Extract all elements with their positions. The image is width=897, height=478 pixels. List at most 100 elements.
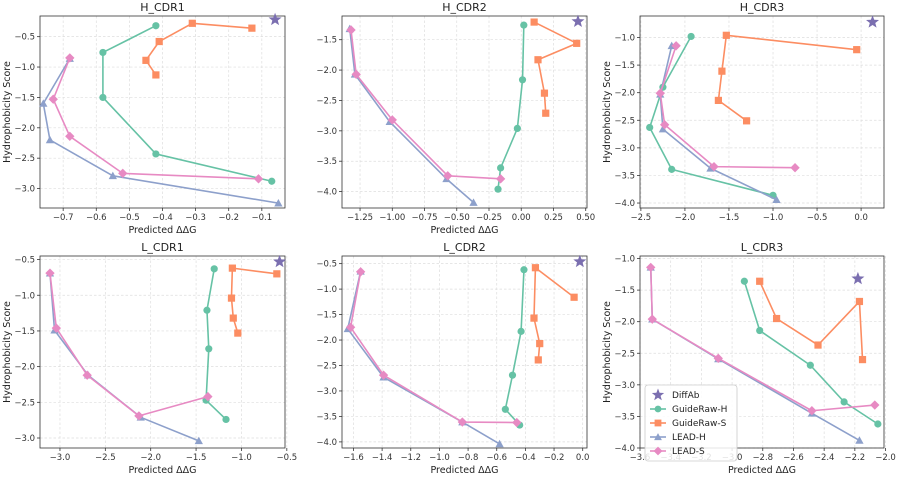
y-axis-label: Hydrophobicity Score: [2, 301, 13, 403]
data-point: [709, 161, 719, 172]
panel-h-cdr3: −2.5 −2.0 −1.5 −1.0 −0.5 0.0 −4.0 −3.5 −3.0 −2.5 −…: [602, 1, 885, 223]
series-line: [349, 271, 517, 424]
data-point: [194, 436, 203, 445]
x-tick-label: −0.8: [458, 453, 479, 463]
diffab-point: [273, 254, 287, 268]
data-point: [248, 24, 256, 32]
series-lead-h: [343, 267, 504, 448]
x-tick-label: −0.5: [276, 453, 297, 463]
data-point: [443, 171, 453, 181]
series-lead-h: [345, 24, 478, 206]
x-tick-label: −2.0: [675, 213, 696, 223]
data-point: [874, 420, 882, 428]
data-point: [346, 25, 356, 35]
y-tick-label: −4.0: [316, 438, 337, 448]
data-point: [655, 88, 665, 98]
data-point: [542, 109, 550, 117]
panel-h-cdr2: −1.25 −1.00 −0.75 −0.50 −0.25 0.00 0.25 0.50 −4.…: [316, 1, 595, 236]
data-point: [772, 195, 781, 204]
data-point: [772, 314, 781, 323]
axes-frame: [341, 255, 588, 449]
data-point: [756, 326, 764, 335]
y-axis-label: Hydrophobicity Score: [602, 61, 613, 163]
x-tick-label: −2.0: [875, 453, 896, 463]
x-tick-label: 0.50: [576, 213, 595, 223]
y-tick-label: −1.5: [14, 93, 35, 103]
axes-frame: [639, 15, 885, 209]
y-tick-label: −3.5: [614, 412, 635, 422]
data-point: [152, 22, 160, 30]
y-tick-label: −4.0: [614, 444, 635, 454]
x-tick-label: −0.4: [515, 453, 536, 463]
y-tick-label: −4.0: [316, 188, 337, 198]
panel-l-cdr3: −3.6−3.4−3.2−3.0−2.8−2.6−2.4−2.2−2.0−4.0…: [602, 241, 896, 476]
x-tick-label: −0.4: [152, 213, 173, 223]
data-point: [858, 355, 867, 364]
data-point: [713, 353, 723, 363]
series-lead-s: [345, 267, 522, 428]
legend-entry-guideraw-h: GuideRaw-H: [650, 405, 727, 415]
x-tick-label: 0.25: [544, 213, 563, 223]
x-tick-label: −0.5: [119, 213, 140, 223]
data-point: [469, 198, 478, 206]
data-point: [517, 327, 525, 335]
data-point: [39, 99, 48, 107]
data-point: [228, 264, 236, 272]
data-point: [508, 371, 517, 379]
data-point: [520, 21, 528, 29]
series-line: [102, 25, 272, 183]
legend-entry-guideraw-s: GuideRaw-S: [650, 419, 727, 429]
series-line: [504, 269, 525, 426]
series-guideraw-h: [501, 266, 528, 429]
data-point: [51, 323, 62, 333]
series-guideraw-s: [530, 18, 581, 117]
data-point: [99, 93, 107, 102]
data-point: [351, 69, 361, 80]
y-tick-label: −2.5: [316, 361, 337, 371]
panel-title: L_CDR2: [443, 241, 485, 254]
data-point: [647, 314, 657, 324]
x-tick-label: −1.0: [429, 453, 450, 463]
y-tick-label: −4.0: [614, 199, 635, 209]
y-tick-label: −2.0: [614, 318, 635, 328]
legend-label: LEAD-H: [672, 433, 706, 443]
data-point: [659, 120, 670, 130]
series-line: [42, 58, 279, 204]
y-axis-label: Hydrophobicity Score: [2, 61, 13, 163]
x-axis-label: Predicted ΔΔG: [431, 225, 499, 236]
x-tick-label: −1.5: [719, 213, 740, 223]
y-tick-label: −3.5: [614, 171, 635, 181]
legend-marker: [654, 433, 662, 441]
data-point: [65, 131, 75, 141]
x-tick-label: −1.5: [186, 453, 207, 463]
series-guideraw-s: [142, 19, 256, 79]
x-tick-label: −2.5: [95, 453, 116, 463]
data-point: [274, 198, 283, 207]
x-tick-label: −2.6: [783, 453, 804, 463]
data-point: [457, 417, 468, 427]
data-point: [205, 345, 213, 353]
x-tick-label: −1.0: [231, 453, 252, 463]
data-point: [355, 267, 366, 277]
y-tick-label: −2.0: [14, 363, 35, 373]
data-point: [531, 264, 540, 272]
legend-entry-lead-h: LEAD-H: [650, 433, 706, 443]
axes-frame: [39, 255, 286, 449]
x-tick-label: −0.5: [807, 213, 828, 223]
diffab-point: [851, 271, 865, 285]
data-point: [378, 370, 389, 380]
data-point: [530, 18, 538, 26]
x-axis-label: Predicted ΔΔG: [728, 465, 796, 476]
y-tick-label: −1.5: [614, 61, 635, 71]
data-point: [234, 329, 242, 337]
y-tick-label: −1.5: [14, 327, 35, 337]
data-point: [495, 174, 506, 184]
legend-entry-diffab: DiffAb: [651, 388, 700, 401]
data-point: [814, 341, 822, 349]
data-point: [501, 405, 509, 413]
series-guideraw-s: [530, 264, 578, 364]
series-line: [533, 21, 578, 114]
y-tick-label: −2.0: [316, 66, 337, 76]
y-tick-label: −3.0: [316, 387, 337, 397]
